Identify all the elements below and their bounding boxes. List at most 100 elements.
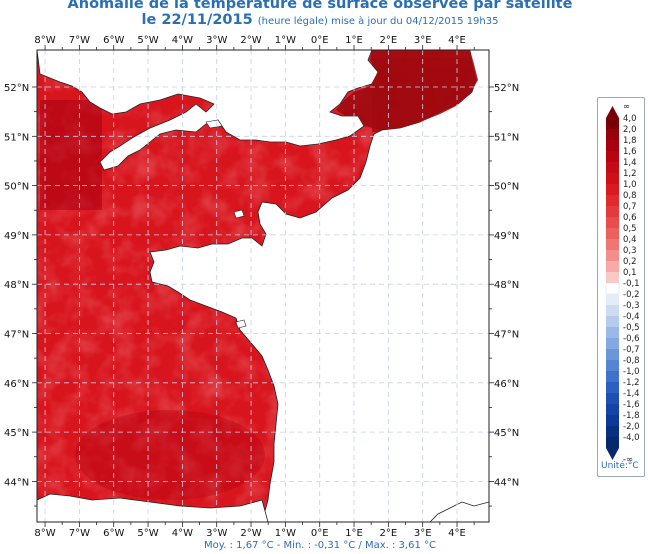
map-frame: [36, 49, 490, 523]
legend-level-label: 0,3: [623, 246, 637, 256]
legend-level-label: -1,6: [623, 400, 640, 410]
legend-color-step: [606, 437, 619, 448]
graticule: [37, 50, 489, 522]
legend-color-step: [606, 393, 619, 404]
legend-level-label: -2,0: [623, 422, 640, 432]
lat-label-left: 51°N: [4, 132, 29, 143]
legend-level-label: 1,4: [623, 158, 637, 168]
lon-label-top: 8°W: [34, 35, 55, 46]
high-anomaly-biscay: [75, 410, 265, 500]
lon-label-top: 5°W: [137, 35, 158, 46]
lon-label-bottom: 8°W: [34, 528, 55, 539]
axis-ticks: [32, 45, 494, 527]
legend-infinity-bottom: -∞: [623, 455, 633, 465]
lat-label-left: 49°N: [4, 231, 29, 242]
lat-label-right: 48°N: [494, 280, 519, 291]
land-great-britain: [37, 50, 379, 171]
lon-label-bottom: 1°E: [345, 528, 363, 539]
legend-color-step: [606, 206, 619, 217]
color-scale-legend: 4,0 2,0 1,8 1,6 1,4 1,2 1,0 0,8 0,7 0,6 0,5 0,4 0,3 0…: [597, 97, 645, 477]
legend-level-label: 2,0: [623, 125, 637, 135]
isle-of-wight: [205, 119, 223, 129]
lon-label-top: 2°W: [240, 35, 261, 46]
lon-label-top: 1°W: [275, 35, 296, 46]
lat-label-right: 44°N: [494, 477, 519, 488]
high-anomaly-zone: [40, 100, 102, 210]
legend-level-label: -0,4: [623, 312, 640, 322]
legend-color-step: [606, 162, 619, 173]
lon-label-top: 1°E: [345, 35, 363, 46]
legend-level-label: 0,7: [623, 202, 637, 212]
legend-color-step: [606, 140, 619, 151]
color-scale-bar: 4,02,01,81,61,41,21,00,80,70,60,50,40,30…: [605, 102, 640, 465]
north-sea: [336, 50, 478, 130]
legend-level-label: -4,0: [623, 433, 640, 443]
legend-color-step: [606, 261, 619, 272]
legend-color-step: [606, 173, 619, 184]
lat-label-left: 46°N: [4, 379, 29, 390]
statistics-line: Moy. : 1,67 °C - Min. : -0,31 °C / Max. …: [204, 540, 436, 551]
legend-color-step: [606, 272, 619, 283]
legend-arrow-top: [606, 106, 619, 118]
lon-label-bottom: 7°W: [69, 528, 90, 539]
legend-level-label: 0,2: [623, 257, 637, 267]
legend-level-label: -0,8: [623, 356, 640, 366]
legend-level-label: -0,5: [623, 323, 640, 333]
lon-label-top: 4°W: [172, 35, 193, 46]
lon-label-bottom: 3°E: [414, 528, 432, 539]
legend-level-label: -0,7: [623, 345, 640, 355]
legend-level-label: 0,5: [623, 224, 637, 234]
lat-label-right: 45°N: [494, 428, 519, 439]
legend-color-step: [606, 151, 619, 162]
legend-level-label: 0,4: [623, 235, 637, 245]
legend-color-step: [606, 129, 619, 140]
land-corsica-coast: [429, 501, 489, 522]
belle-ile: [235, 319, 247, 329]
lat-label-right: 52°N: [494, 83, 519, 94]
lat-label-left: 48°N: [4, 280, 29, 291]
lat-label-right: 46°N: [494, 379, 519, 390]
lon-label-bottom: 4°E: [448, 528, 466, 539]
legend-level-label: -0,2: [623, 290, 640, 300]
legend-color-step: [606, 184, 619, 195]
lon-label-bottom: 5°W: [137, 528, 158, 539]
lon-label-bottom: 4°W: [172, 528, 193, 539]
legend-color-step: [606, 250, 619, 261]
lat-label-left: 44°N: [4, 477, 29, 488]
lat-label-left: 45°N: [4, 428, 29, 439]
lat-label-left: 47°N: [4, 330, 29, 341]
legend-color-step: [606, 371, 619, 382]
lat-label-right: 50°N: [494, 182, 519, 193]
lon-label-bottom: 6°W: [103, 528, 124, 539]
legend-color-step: [606, 118, 619, 129]
legend-level-label: 1,6: [623, 147, 637, 157]
lat-label-left: 50°N: [4, 182, 29, 193]
legend-level-label: 0,6: [623, 213, 637, 223]
legend-level-label: 1,8: [623, 136, 637, 146]
land-spain: [37, 493, 269, 522]
legend-color-step: [606, 239, 619, 250]
lon-label-top: 3°E: [414, 35, 432, 46]
map-date: le 22/11/2015: [141, 12, 253, 28]
channel-islands: [233, 209, 245, 219]
lon-label-top: 2°E: [380, 35, 398, 46]
map-update-info: (heure légale) mise à jour du 04/12/2015…: [257, 16, 499, 27]
legend-color-step: [606, 338, 619, 349]
legend-level-label: 0,8: [623, 191, 637, 201]
legend-level-label: 1,2: [623, 169, 637, 179]
lon-label-top: 3°W: [206, 35, 227, 46]
legend-level-label: -1,0: [623, 367, 640, 377]
unit-label: Unité:°C: [601, 461, 639, 471]
axis-labels: 8°W 8°W 7°W 7°W 6°W 6°W 5°W 5°W 4°W 4°W 3°W 3°W 2°W 2…: [4, 35, 519, 539]
lon-label-bottom: 0°E: [311, 528, 329, 539]
legend-color-step: [606, 316, 619, 327]
legend-level-label: 0,1: [623, 268, 637, 278]
legend-color-step: [606, 228, 619, 239]
legend-color-step: [606, 327, 619, 338]
legend-level-label: -0,3: [623, 301, 640, 311]
map-subtitle: le 22/11/2015 (heure légale) mise à jour…: [0, 12, 640, 28]
legend-color-step: [606, 382, 619, 393]
legend-color-step: [606, 349, 619, 360]
lat-label-right: 51°N: [494, 132, 519, 143]
